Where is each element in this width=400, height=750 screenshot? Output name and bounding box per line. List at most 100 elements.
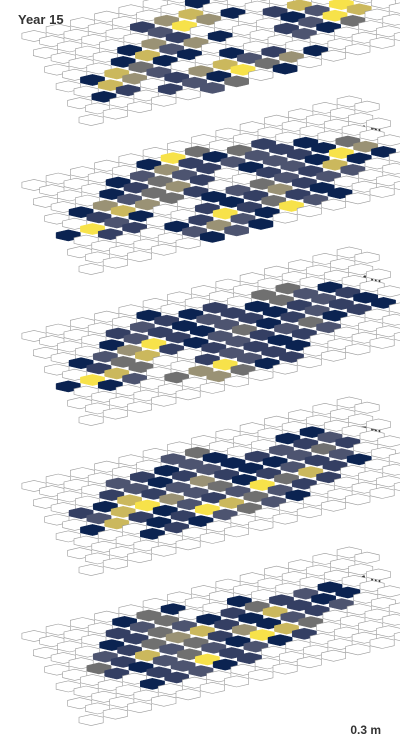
hex-cell	[102, 407, 128, 420]
hex-cell	[382, 463, 400, 476]
hex-cell	[393, 332, 400, 341]
hex-cell	[127, 701, 152, 714]
hex-cell	[248, 369, 274, 381]
hex-cell	[127, 401, 152, 414]
hex-cell	[224, 525, 249, 538]
hex-cell	[248, 69, 274, 81]
hex-cell	[78, 114, 104, 126]
hex-cell	[175, 237, 201, 250]
hex-cell	[151, 394, 177, 407]
hex-cell	[224, 375, 249, 388]
hex-cell	[296, 656, 322, 669]
hex-cell	[388, 602, 400, 614]
hex-cell	[369, 636, 395, 649]
hex-cell	[345, 192, 371, 205]
hex-cell	[78, 263, 104, 275]
hex-cell	[248, 669, 274, 681]
hex-cell	[272, 62, 298, 75]
hex-cell	[199, 681, 225, 694]
hex-cell	[78, 414, 104, 426]
hex-cell	[199, 381, 225, 394]
hex-cell	[296, 356, 322, 369]
hex-cell	[248, 519, 274, 531]
hex-cell	[151, 94, 177, 107]
hex-cell	[377, 134, 400, 147]
hex-cell	[102, 557, 128, 570]
layer-2	[21, 95, 400, 275]
layer-1	[21, 0, 400, 126]
hex-cell	[354, 100, 380, 113]
depth-label: 0.3 m	[350, 723, 381, 737]
layer-5	[21, 546, 400, 726]
hex-cell	[321, 198, 347, 211]
hex-cell	[382, 313, 400, 326]
hex-cell	[393, 181, 400, 190]
hex-cell	[354, 551, 380, 564]
hex-cell	[393, 482, 400, 491]
hex-cell	[393, 632, 400, 641]
hex-cell	[369, 185, 395, 198]
hex-cell	[382, 613, 400, 626]
hex-cell	[369, 486, 395, 499]
hex-cell	[199, 231, 225, 243]
hex-cell	[369, 36, 395, 49]
hex-cell	[345, 643, 371, 656]
hex-cell	[224, 75, 249, 88]
hex-cell	[175, 538, 201, 551]
hex-cell	[296, 205, 322, 218]
hex-cell	[272, 662, 298, 675]
hex-cell	[175, 688, 201, 701]
hex-cell	[248, 218, 274, 230]
hex-cell	[296, 506, 322, 519]
hex-cell	[382, 162, 400, 175]
hex-cell	[272, 211, 298, 224]
hex-cell	[345, 493, 371, 506]
hex-cell	[388, 452, 400, 464]
hex-cell	[321, 349, 347, 362]
hex-cell	[127, 250, 152, 263]
hex-cell	[393, 32, 400, 41]
hex-cell	[224, 224, 249, 237]
hex-cell	[212, 0, 231, 3]
hex-cell	[102, 256, 128, 269]
hex-cell	[345, 343, 371, 356]
hex-cell	[377, 285, 400, 298]
hex-cell	[321, 499, 347, 512]
hex-cell	[366, 117, 391, 130]
hex-cell	[151, 694, 177, 707]
hex-cell	[102, 107, 128, 120]
hex-cell	[388, 302, 400, 314]
layer-3	[21, 246, 400, 426]
hex-cell	[366, 568, 391, 581]
layer-4	[21, 396, 400, 576]
hex-cell	[199, 531, 225, 544]
hex-cell	[102, 707, 128, 720]
hex-cell	[354, 251, 380, 264]
hex-cell	[78, 564, 104, 576]
hex-cell	[272, 362, 298, 375]
chart-title: Year 15	[18, 12, 64, 27]
hex-cell	[151, 243, 177, 256]
hex-cell	[354, 401, 380, 414]
hex-cell	[259, 0, 268, 1]
hex-cell	[382, 13, 400, 26]
hex-cell	[175, 388, 201, 401]
hex-cell	[377, 585, 400, 598]
hex-cell	[151, 544, 177, 557]
hex-cell	[175, 88, 201, 101]
hex-cell	[272, 512, 298, 525]
hex-cell	[321, 649, 347, 662]
hex-cell	[366, 268, 391, 281]
hex-cell	[345, 43, 371, 56]
hex-cell	[377, 435, 400, 448]
hex-cell	[388, 151, 400, 163]
hex-cell	[78, 714, 104, 726]
hex-cell	[296, 56, 322, 69]
hex-cell	[321, 49, 347, 62]
hex-cell	[388, 2, 400, 14]
hex-cell	[199, 82, 225, 94]
hex-cell	[127, 101, 152, 114]
hex-cell	[366, 418, 391, 431]
hex-cell	[127, 551, 152, 564]
